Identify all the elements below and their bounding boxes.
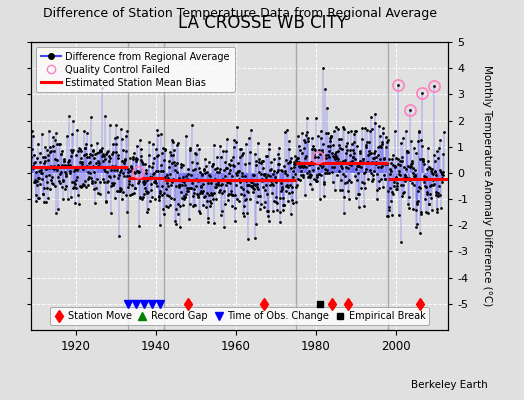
Y-axis label: Monthly Temperature Anomaly Difference (°C): Monthly Temperature Anomaly Difference (… (482, 65, 492, 307)
Title: Difference of Station Temperature Data from Regional Average: Difference of Station Temperature Data f… (43, 7, 436, 20)
Text: LA CROSSE WB CITY: LA CROSSE WB CITY (178, 14, 346, 32)
Legend: Station Move, Record Gap, Time of Obs. Change, Empirical Break: Station Move, Record Gap, Time of Obs. C… (50, 307, 429, 325)
Text: Berkeley Earth: Berkeley Earth (411, 380, 487, 390)
